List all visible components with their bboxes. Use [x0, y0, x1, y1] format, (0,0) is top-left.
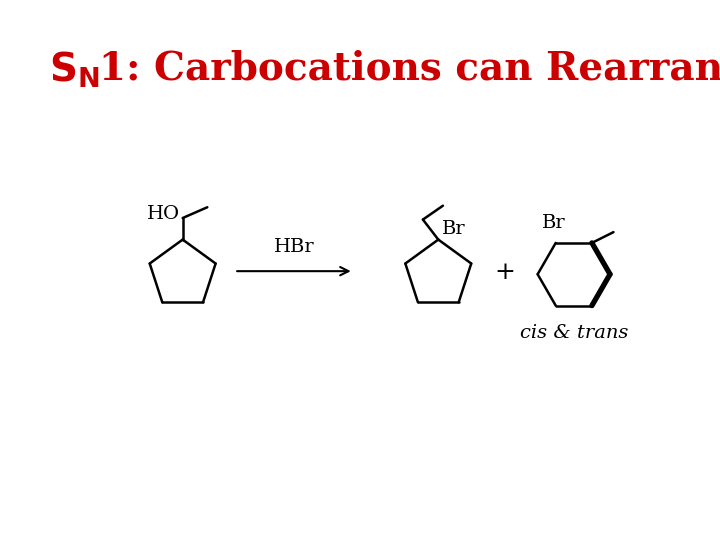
Text: +: + [494, 261, 515, 284]
Text: cis & trans: cis & trans [520, 324, 628, 342]
Text: 1: Carbocations can Rearrange: 1: Carbocations can Rearrange [99, 50, 720, 89]
Text: HBr: HBr [274, 238, 314, 256]
Text: HO: HO [146, 205, 179, 223]
Text: Br: Br [542, 214, 566, 232]
Text: Br: Br [442, 220, 466, 238]
Text: $\mathbf{S_N}$: $\mathbf{S_N}$ [49, 50, 99, 90]
